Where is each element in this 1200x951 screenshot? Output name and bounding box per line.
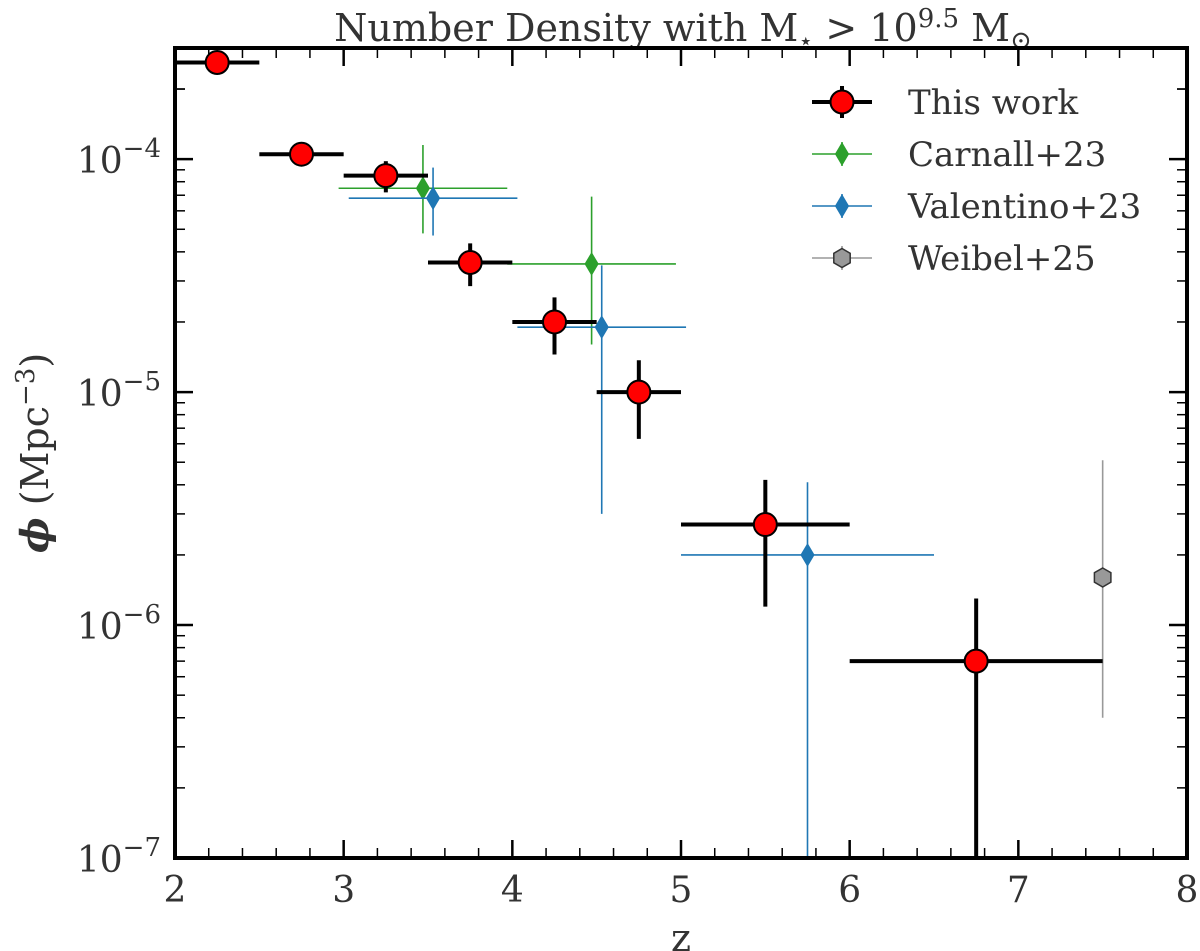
series-this-work (175, 49, 1103, 858)
legend-label: Weibel+25 (908, 239, 1096, 279)
y-tick-label: 10−7 (77, 833, 161, 881)
x-axis-title: z (671, 916, 691, 951)
legend-marker (834, 142, 850, 166)
data-point (457, 250, 483, 276)
data-point (752, 512, 778, 538)
legend-item: Valentino+23 (812, 187, 1141, 227)
series-weibel-25 (1093, 460, 1112, 718)
legend-item: This work (812, 83, 1079, 123)
data-point (373, 163, 399, 189)
legend-label: Carnall+23 (908, 135, 1106, 175)
y-tick-label: 10−5 (77, 367, 161, 415)
x-tick-label: 2 (164, 870, 187, 911)
legend-marker (834, 194, 850, 218)
data-point (594, 315, 609, 340)
plot-area (175, 49, 1112, 858)
series-carnall-23 (338, 145, 676, 345)
chart-title: Number Density with M⋆ > 109.5 M⊙ (334, 4, 1032, 56)
data-point (542, 309, 567, 335)
y-tick-label: 10−6 (77, 600, 161, 648)
legend-marker (833, 247, 851, 269)
y-tick-label: 10−4 (77, 134, 161, 182)
series-valentino-23 (348, 167, 934, 858)
x-tick-label: 8 (1176, 870, 1199, 911)
x-tick-label: 5 (670, 870, 693, 911)
data-point (289, 141, 314, 167)
x-tick-label: 4 (501, 870, 524, 911)
y-axis-title: ϕ (Mpc−3) (11, 353, 57, 553)
legend-marker (829, 89, 855, 115)
x-tick-label: 6 (838, 870, 861, 911)
data-point (626, 379, 652, 405)
data-point (1093, 567, 1112, 588)
legend-label: This work (908, 83, 1079, 123)
x-tick-label: 7 (1007, 870, 1030, 911)
legend-item: Carnall+23 (812, 135, 1106, 175)
data-point (584, 251, 599, 276)
data-point (415, 176, 431, 201)
legend: This work Carnall+23 Valentino+23 Weibel+25 (812, 83, 1141, 279)
axes-ticks: 2 3 4 5 6 7 8 10−4 10−5 10−6 10−7 (77, 47, 1199, 911)
legend-label: Valentino+23 (907, 187, 1141, 227)
data-point (963, 648, 989, 674)
data-point (204, 49, 230, 75)
legend-item: Weibel+25 (812, 239, 1096, 279)
data-point (800, 542, 815, 567)
data-point (425, 186, 441, 211)
x-tick-label: 3 (332, 870, 355, 911)
plot-frame (173, 46, 1189, 860)
